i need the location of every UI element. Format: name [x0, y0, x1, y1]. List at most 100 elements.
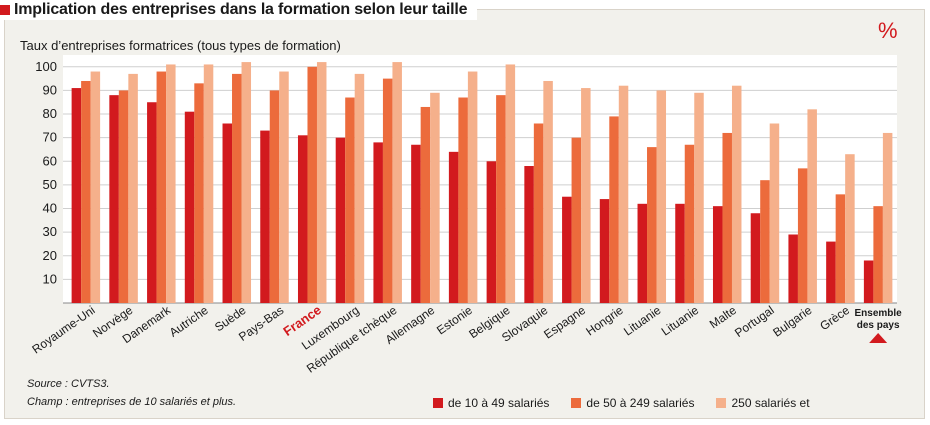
bar-small — [260, 130, 270, 303]
bar-small — [788, 234, 798, 303]
bar-small — [448, 151, 459, 303]
bar-large — [392, 62, 402, 304]
bar-large — [430, 92, 440, 304]
bar-large — [203, 64, 214, 303]
bar-small — [863, 260, 874, 303]
legend-label-large: 250 salariés et — [731, 396, 810, 410]
bar-small — [335, 137, 346, 303]
bar-small — [826, 241, 836, 303]
bar-small — [637, 203, 648, 303]
title-bullet-icon — [0, 5, 10, 15]
y-tick-label: 60 — [43, 153, 57, 168]
x-tick-label: Portugal — [732, 303, 777, 340]
scope-note: Champ : entreprises de 10 salariés et pl… — [27, 396, 237, 408]
bar-large — [543, 80, 553, 303]
bar-large — [354, 73, 365, 304]
y-tick-label: 40 — [43, 201, 57, 216]
bar-medium — [382, 78, 393, 303]
bar-medium — [81, 80, 91, 303]
bar-large — [279, 71, 289, 304]
y-tick-label: 10 — [43, 271, 57, 286]
bar-medium — [533, 123, 544, 303]
bar-medium — [760, 180, 770, 303]
bar-medium — [307, 66, 317, 303]
bar-small — [750, 213, 761, 303]
bar-large — [618, 85, 629, 303]
bar-small — [562, 196, 572, 303]
bar-small — [524, 166, 534, 303]
bar-medium — [496, 95, 506, 304]
bar-medium — [156, 71, 167, 304]
bar-large — [731, 85, 742, 303]
x-tick-label: Autriche — [167, 303, 211, 340]
bar-medium — [873, 206, 883, 303]
legend-item-small: de 10 à 49 salariés — [433, 396, 549, 410]
bar-medium — [609, 116, 619, 304]
bar-small — [71, 88, 82, 303]
bar-small — [675, 203, 685, 303]
bar-large — [128, 73, 138, 304]
bar-small — [373, 142, 383, 303]
chart-title: Implication des entreprises dans la form… — [14, 1, 468, 18]
bar-large — [505, 64, 516, 303]
bar-small — [486, 161, 497, 303]
x-tick-label: Royaume-Uni — [29, 303, 97, 357]
bar-large — [581, 88, 591, 303]
legend-swatch-medium — [571, 398, 582, 408]
bar-small — [222, 123, 233, 303]
y-tick-label: 30 — [43, 224, 57, 239]
bar-large — [807, 109, 817, 303]
y-tick-label: 20 — [43, 248, 57, 263]
bar-small — [147, 102, 157, 303]
bar-large — [467, 71, 478, 304]
bar-large — [694, 92, 704, 304]
legend-item-large: 250 salariés et — [716, 396, 810, 410]
x-tick-label: Ensemble des pays — [855, 308, 903, 331]
bar-large — [316, 62, 327, 304]
bar-medium — [269, 90, 280, 303]
bar-small — [297, 135, 308, 303]
legend-swatch-small — [433, 398, 443, 408]
bar-medium — [345, 97, 355, 303]
bar-large — [769, 123, 780, 303]
bar-medium — [647, 147, 657, 303]
legend-label-medium: de 50 à 249 salariés — [586, 396, 695, 410]
bar-large — [845, 154, 855, 303]
bar-medium — [458, 97, 468, 303]
bar-medium — [835, 194, 846, 303]
bar-large — [882, 132, 893, 303]
x-tick-label: Lituanie — [621, 303, 664, 339]
legend-label-small: de 10 à 49 salariés — [448, 396, 550, 410]
x-tick-label: Grèce — [817, 303, 852, 333]
x-tick-label: Lituanie — [659, 303, 702, 339]
x-tick-label: Bulgarie — [770, 303, 814, 340]
unit-label: % — [878, 18, 898, 43]
bar-large — [241, 62, 252, 304]
bar-large — [166, 64, 176, 303]
bar-small — [109, 95, 119, 304]
y-tick-label: 50 — [43, 177, 57, 192]
x-tick-label: Hongrie — [583, 303, 626, 339]
legend: de 10 à 49 salariés de 50 à 249 salariés… — [433, 396, 810, 410]
bar-small — [712, 206, 723, 303]
bar-small — [599, 199, 610, 303]
legend-item-medium: de 50 à 249 salariés — [571, 396, 694, 410]
bar-medium — [797, 168, 808, 303]
y-axis-label: Taux d’entreprises formatrices (tous typ… — [20, 38, 341, 53]
bar-large — [90, 71, 101, 304]
source-note: Source : CVTS3. — [27, 378, 110, 390]
y-tick-label: 90 — [43, 82, 57, 97]
bar-medium — [118, 90, 129, 303]
y-tick-label: 80 — [43, 106, 57, 121]
bar-small — [411, 144, 421, 303]
bar-small — [184, 111, 195, 303]
y-tick-label: 70 — [43, 130, 57, 145]
bar-medium — [722, 132, 732, 303]
bar-medium — [571, 137, 582, 303]
ensemble-marker-icon — [869, 333, 888, 343]
title-bar: Implication des entreprises dans la form… — [0, 0, 478, 20]
bar-medium — [232, 73, 242, 304]
bar-medium — [684, 144, 695, 303]
bar-medium — [420, 106, 431, 303]
